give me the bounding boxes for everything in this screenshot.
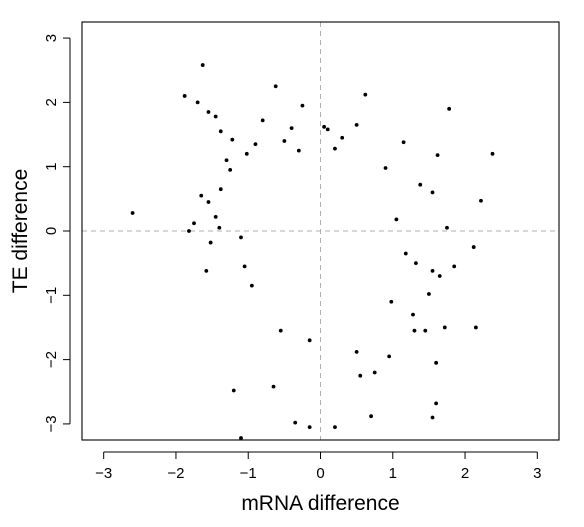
data-point: [447, 106, 452, 111]
data-point: [253, 142, 258, 147]
data-point: [271, 384, 276, 389]
data-point: [383, 166, 388, 170]
data-point: [130, 211, 135, 215]
x-tick-label: −2: [167, 465, 184, 482]
data-point: [430, 190, 435, 195]
data-point: [414, 261, 418, 266]
data-point: [358, 373, 363, 378]
data-point: [411, 312, 415, 317]
data-point: [208, 240, 213, 245]
data-point: [239, 436, 243, 440]
data-point: [372, 370, 377, 375]
data-point: [231, 388, 236, 393]
data-point: [442, 325, 447, 330]
plot-frame: [81, 21, 560, 441]
data-point: [260, 118, 265, 123]
data-point: [473, 325, 478, 330]
data-point: [273, 84, 278, 89]
data-point: [293, 420, 298, 425]
data-point: [206, 200, 211, 204]
data-point: [228, 168, 233, 172]
data-point: [325, 127, 330, 132]
data-point: [354, 349, 359, 354]
data-point: [224, 158, 229, 163]
data-point: [479, 198, 483, 203]
data-point: [412, 328, 417, 333]
data-point: [354, 122, 359, 127]
y-tick-label: 0: [43, 227, 60, 235]
data-point: [217, 225, 222, 230]
data-point: [430, 415, 435, 420]
data-point: [282, 139, 287, 143]
data-points: [130, 63, 495, 440]
data-point: [249, 283, 254, 288]
y-axis: −3 −2 −1 0 1 2 3: [43, 34, 71, 432]
y-tick-label: −2: [43, 351, 60, 368]
x-tick-label: 0: [316, 465, 324, 482]
data-point: [434, 360, 439, 365]
data-point: [200, 63, 205, 67]
data-point: [435, 153, 440, 158]
data-point: [445, 225, 449, 230]
data-point: [394, 217, 399, 222]
x-tick-label: 1: [389, 465, 397, 482]
x-tick-label: −3: [95, 465, 112, 482]
x-tick-label: −1: [240, 465, 257, 482]
y-tick-label: −1: [43, 287, 60, 304]
data-point: [423, 328, 428, 333]
data-point: [369, 414, 373, 419]
data-point: [230, 137, 235, 142]
data-point: [363, 92, 368, 97]
data-point: [452, 264, 457, 269]
data-point: [187, 229, 191, 233]
data-point: [244, 151, 249, 156]
x-axis-title: mRNA difference: [241, 492, 399, 515]
data-point: [213, 214, 218, 219]
data-point: [403, 251, 408, 256]
data-point: [278, 328, 283, 333]
x-tick-label: 2: [461, 465, 469, 482]
data-point: [471, 245, 476, 249]
data-point: [199, 193, 204, 198]
data-point: [401, 140, 406, 145]
data-point: [206, 110, 211, 114]
data-point: [289, 126, 294, 131]
data-point: [434, 401, 439, 406]
data-point: [239, 235, 243, 240]
data-point: [333, 146, 337, 151]
data-point: [300, 103, 305, 108]
data-point: [427, 292, 431, 296]
y-axis-title: TE difference: [9, 169, 32, 294]
reference-lines: [82, 22, 559, 440]
data-point: [218, 129, 223, 134]
data-point: [195, 100, 200, 105]
data-point: [490, 151, 495, 156]
data-point: [307, 338, 312, 343]
data-point: [437, 274, 442, 278]
data-point: [218, 187, 223, 192]
data-point: [430, 268, 435, 273]
data-point: [333, 425, 337, 430]
data-point: [340, 135, 345, 140]
data-point: [296, 148, 301, 153]
y-tick-label: 1: [43, 163, 60, 171]
data-point: [192, 221, 196, 226]
data-point: [204, 268, 209, 273]
data-point: [182, 94, 187, 98]
y-tick-label: 2: [43, 98, 60, 106]
x-tick-label: 3: [533, 465, 541, 482]
data-point: [389, 299, 394, 304]
data-point: [387, 354, 392, 359]
data-point: [307, 425, 312, 430]
data-point: [213, 114, 218, 119]
y-tick-label: 3: [43, 34, 60, 42]
x-axis: −3 −2 −1 0 1 2 3: [95, 451, 541, 482]
y-tick-label: −3: [43, 415, 60, 432]
data-point: [418, 182, 423, 187]
data-point: [242, 264, 247, 269]
data-point: [322, 124, 327, 129]
